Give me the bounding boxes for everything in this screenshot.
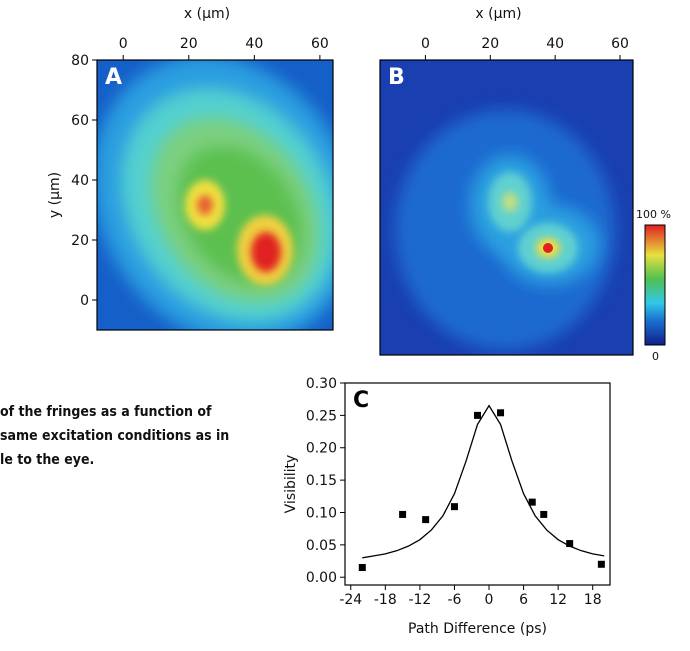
y-tick-label: 0.20: [306, 441, 337, 457]
x-tick-label: 60: [611, 36, 629, 52]
data-point: [497, 409, 505, 417]
y-tick-label: 0.25: [306, 408, 337, 424]
data-point: [597, 560, 605, 568]
colorbar-min-label: 0: [652, 350, 659, 363]
x-tick-label: 20: [180, 36, 198, 52]
x-tick-label: 6: [519, 592, 528, 608]
data-point: [528, 498, 536, 506]
x-tick-label: 0: [485, 592, 494, 608]
x-tick-label: 40: [546, 36, 564, 52]
x-tick-label: 0: [421, 36, 430, 52]
y-tick-label: 0: [80, 293, 89, 309]
y-tick-label: 80: [71, 53, 89, 69]
data-point: [358, 564, 366, 572]
panel-label: A: [105, 65, 122, 90]
y-tick-label: 0.15: [306, 473, 337, 489]
y-tick-label: 20: [71, 233, 89, 249]
y-tick-label: 0.10: [306, 505, 337, 521]
data-point: [566, 540, 574, 548]
caption-line: le to the eye.: [0, 452, 94, 468]
x-tick-label: -18: [374, 592, 397, 608]
data-point: [540, 510, 548, 518]
x-axis-label: Path Difference (ps): [408, 621, 547, 637]
data-point: [474, 411, 481, 419]
heatmap-image-b: [380, 60, 633, 355]
colorbar-max-label: 100 %: [636, 208, 671, 221]
x-axis-label: x (µm): [475, 6, 521, 22]
y-tick-label: 40: [71, 173, 89, 189]
x-tick-label: 18: [584, 592, 602, 608]
x-tick-label: -12: [408, 592, 431, 608]
x-tick-label: 0: [119, 36, 128, 52]
data-point: [399, 510, 407, 518]
fit-curve: [362, 404, 605, 559]
caption-line: of the fringes as a function of: [0, 404, 212, 420]
x-tick-label: -24: [339, 592, 362, 608]
heatmap-image-a: [97, 60, 333, 330]
y-axis-label: y (µm): [47, 172, 63, 218]
caption-line: same excitation conditions as in: [0, 428, 229, 444]
y-tick-label: 0.05: [306, 538, 337, 554]
y-axis-label: Visibility: [283, 455, 299, 514]
y-tick-label: 60: [71, 113, 89, 129]
x-tick-label: 60: [311, 36, 329, 52]
x-tick-label: 12: [549, 592, 567, 608]
x-axis-label: x (µm): [184, 6, 230, 22]
plot-frame: [96, 59, 334, 331]
panel-label: B: [388, 65, 405, 90]
plot-frame: [379, 59, 634, 356]
colorbar: [644, 224, 666, 346]
y-tick-label: 0.00: [306, 570, 337, 586]
panel-label: C: [353, 388, 369, 413]
plot-frame: [344, 382, 611, 586]
x-tick-label: 20: [481, 36, 499, 52]
data-point: [422, 516, 430, 524]
x-tick-label: 40: [245, 36, 263, 52]
y-tick-label: 0.30: [306, 376, 337, 392]
x-tick-label: -6: [447, 592, 461, 608]
data-point: [450, 503, 458, 511]
